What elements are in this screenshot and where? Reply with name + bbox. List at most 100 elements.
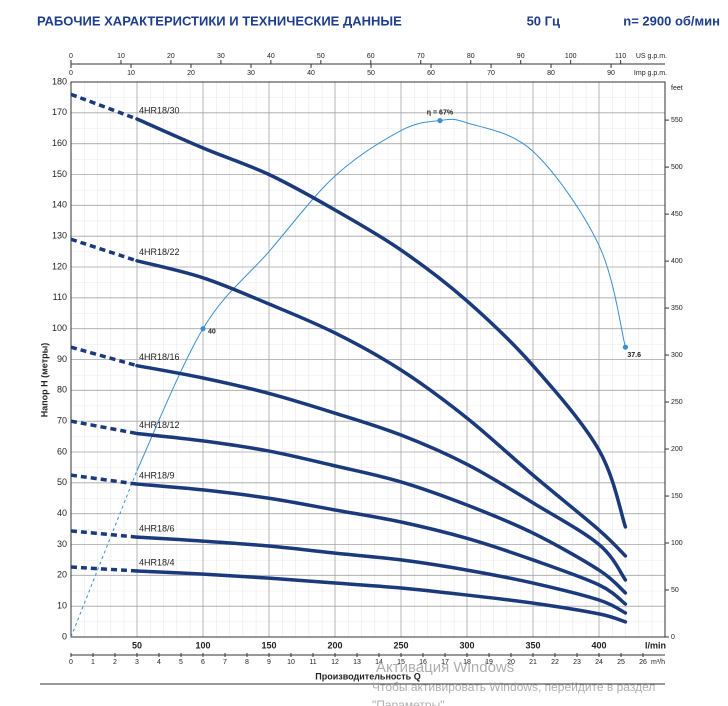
pump-curve — [135, 117, 628, 529]
x3-tick-label: 60 — [427, 70, 435, 77]
x-tick-label: 300 — [459, 640, 474, 650]
y-tick-label: 80 — [57, 385, 67, 395]
curve-label: 4HR18/16 — [139, 352, 180, 362]
y2-tick-label: 500 — [671, 164, 683, 171]
x4-axis-title: m³/h — [651, 659, 665, 666]
pump-curve-dashed — [70, 237, 138, 263]
x4-tick-label: 20 — [507, 659, 515, 666]
x2-tick-label: 60 — [367, 53, 375, 60]
x3-tick-label: 20 — [187, 70, 195, 77]
y-tick-label: 0 — [62, 631, 67, 641]
x4-tick-label: 26 — [639, 659, 647, 666]
pump-curve-dashed — [70, 345, 138, 368]
y2-tick-label: 50 — [671, 587, 679, 594]
x4-tick-label: 7 — [223, 659, 227, 666]
x2-tick-label: 40 — [267, 53, 275, 60]
x4-tick-label: 18 — [463, 659, 471, 666]
pump-curve — [135, 535, 628, 615]
x2-tick-label: 30 — [217, 53, 225, 60]
y-tick-label: 90 — [57, 354, 67, 364]
x4-tick-label: 25 — [617, 659, 625, 666]
y-tick-label: 20 — [57, 570, 67, 580]
x2-tick-label: 20 — [167, 53, 175, 60]
pump-curve — [135, 259, 628, 558]
x3-tick-label: 50 — [367, 70, 375, 77]
pump-curve — [135, 363, 628, 582]
y2-tick-label: 0 — [671, 634, 675, 641]
x-axis-title: Производительность Q — [315, 671, 420, 681]
x4-tick-label: 14 — [375, 659, 383, 666]
x2-tick-label: 90 — [517, 53, 525, 60]
y-axis-title: Напор Н (метры) — [39, 343, 49, 418]
x4-tick-label: 0 — [69, 659, 73, 666]
chart-title: РАБОЧИЕ ХАРАКТЕРИСТИКИ И ТЕХНИЧЕСКИЕ ДАН… — [37, 13, 402, 28]
curve-label: 4HR18/30 — [139, 105, 180, 115]
pump-curve-dashed — [70, 565, 138, 573]
y-tick-label: 140 — [52, 200, 67, 210]
x3-tick-label: 70 — [487, 70, 495, 77]
pump-curve-dashed — [70, 419, 138, 436]
x4-tick-label: 8 — [245, 659, 249, 666]
y-tick-label: 100 — [52, 323, 67, 333]
x4-tick-label: 17 — [441, 659, 449, 666]
pump-curve — [135, 482, 628, 606]
efficiency-label: 40 — [208, 329, 216, 336]
plot-frame — [70, 81, 666, 638]
y2-tick-label: 150 — [671, 493, 683, 500]
y-tick-label: 170 — [52, 107, 67, 117]
curve-label: 4HR18/12 — [139, 420, 180, 430]
efficiency-label: η = 67% — [427, 109, 454, 116]
y-tick-label: 60 — [57, 446, 67, 456]
x-tick-label: 150 — [261, 640, 276, 650]
watermark-line: "Параметры". — [372, 698, 448, 706]
y-tick-label: 50 — [57, 477, 67, 487]
x4-tick-label: 3 — [135, 659, 139, 666]
speed: n= 2900 об/мин — [623, 13, 720, 28]
x4-tick-label: 11 — [309, 659, 316, 666]
curve-label: 4HR18/22 — [139, 247, 180, 257]
x4-tick-label: 15 — [397, 659, 405, 666]
x4-tick-label: 24 — [595, 659, 603, 666]
y-tick-label: 130 — [52, 231, 67, 241]
curve-label: 4HR18/9 — [139, 470, 175, 480]
pump-curve-dashed — [70, 529, 138, 539]
efficiency-point — [437, 117, 443, 124]
watermark-line: Чтобы активировать Windows, перейдите в … — [372, 680, 655, 694]
x4-tick-label: 1 — [91, 659, 95, 666]
pump-curve-dashed — [70, 92, 138, 121]
y2-tick-label: 400 — [671, 258, 683, 265]
x3-tick-label: 30 — [247, 70, 255, 77]
x-tick-label: 400 — [591, 640, 606, 650]
x2-tick-label: 100 — [565, 53, 577, 60]
x2-tick-label: 70 — [417, 53, 425, 60]
pump-curve — [135, 431, 628, 595]
x-unit: l/min — [645, 640, 666, 650]
y2-tick-label: 250 — [671, 399, 683, 406]
x-tick-label: 250 — [393, 640, 408, 650]
x4-tick-label: 19 — [485, 659, 493, 666]
frequency: 50 Гц — [527, 13, 560, 28]
y-tick-label: 10 — [57, 601, 67, 611]
x-tick-label: 350 — [525, 640, 540, 650]
y-tick-label: 110 — [53, 292, 67, 302]
x-tick-label: 100 — [195, 640, 210, 650]
x2-tick-label: 10 — [117, 53, 125, 60]
x2-tick-label: 110 — [615, 53, 626, 60]
y2-tick-label: 100 — [671, 540, 683, 547]
x3-tick-label: 80 — [547, 70, 555, 77]
x4-tick-label: 10 — [287, 659, 295, 666]
y-tick-label: 30 — [57, 539, 67, 549]
x4-tick-label: 2 — [113, 659, 117, 666]
x4-tick-label: 23 — [573, 659, 581, 666]
x4-tick-label: 4 — [157, 659, 161, 666]
x3-axis-title: Imp g.p.m. — [634, 70, 667, 77]
x2-tick-label: 80 — [467, 53, 475, 60]
x3-tick-label: 0 — [69, 70, 73, 77]
x2-tick-label: 0 — [69, 53, 73, 60]
efficiency-curve — [136, 118, 626, 471]
x4-tick-label: 6 — [201, 659, 205, 666]
x4-tick-label: 13 — [353, 659, 361, 666]
x3-tick-label: 10 — [127, 70, 135, 77]
y2-tick-label: 350 — [671, 305, 683, 312]
